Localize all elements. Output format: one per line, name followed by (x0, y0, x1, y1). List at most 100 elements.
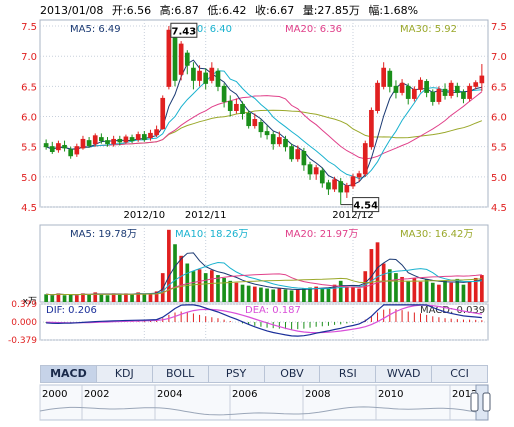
volume-bar (351, 287, 355, 302)
candle-body (277, 137, 282, 145)
ma10-line (45, 70, 482, 180)
volume-bar (449, 282, 454, 302)
candle-body (338, 181, 344, 193)
volume-bar (50, 295, 55, 302)
navigator-right-handle[interactable] (482, 392, 491, 412)
candle-body (473, 82, 479, 87)
candle-body (172, 37, 178, 81)
macd-y-tick: -0.379 (8, 336, 37, 346)
volume-bar (461, 284, 466, 302)
volume-bar (160, 273, 165, 302)
candle-body (191, 67, 196, 81)
price-y-tick-left: 7.5 (21, 22, 37, 33)
vol-ma30-line (46, 277, 482, 296)
candle-body (123, 136, 129, 143)
volume-bar (111, 293, 116, 302)
candle-body (203, 72, 209, 84)
volume-ma-legend: MA30: 16.42万 (400, 229, 473, 240)
candle-body (154, 129, 159, 136)
candle-body (393, 85, 399, 93)
volume-bar (467, 281, 472, 302)
tab-obv[interactable]: OBV (265, 366, 321, 382)
volume-bar (154, 291, 159, 302)
volume-bar (167, 229, 171, 302)
tab-psy[interactable]: PSY (209, 366, 265, 382)
volume-bar (332, 284, 337, 302)
candle-body (49, 146, 55, 153)
volume-bar (259, 287, 263, 302)
price-y-tick-left: 7.0 (21, 52, 37, 63)
volume-bar (74, 295, 79, 302)
candle-body (448, 82, 454, 96)
navigator-left-handle[interactable] (470, 392, 479, 412)
candle-body (344, 185, 350, 193)
candle-body (479, 75, 485, 84)
tab-cci[interactable]: CCI (450, 367, 469, 380)
volume-bar (265, 288, 269, 302)
candle-body (117, 138, 123, 143)
candle-body (418, 79, 423, 90)
candle-body (350, 176, 356, 187)
volume-bar (246, 285, 251, 302)
volume-bar (185, 263, 190, 302)
dif-line (46, 304, 482, 337)
candle-body (442, 88, 448, 96)
volume-bar (283, 289, 288, 302)
volume-bar (179, 255, 183, 302)
price-ma-legend: MA5: 6.49 (70, 24, 121, 35)
candle-body (197, 70, 202, 81)
candle-body (160, 97, 166, 130)
volume-bar (124, 293, 128, 302)
tab-macd[interactable]: MACD (41, 366, 97, 382)
candle-body (74, 146, 80, 155)
volume-bar (302, 288, 306, 302)
volume-bar (197, 269, 202, 302)
volume-ma-legend: MA10: 18.26万 (175, 229, 248, 240)
volume-bar (117, 294, 122, 302)
candle-body (111, 138, 116, 145)
candle-body (375, 82, 380, 111)
quote-high: 高:6.87 (159, 4, 199, 17)
volume-bar (44, 294, 48, 302)
tab-boll[interactable]: BOLL (153, 366, 209, 382)
price-y-tick-left: 6.5 (21, 82, 37, 93)
navigator-history-line (39, 406, 489, 416)
candle-body (283, 138, 288, 148)
candle-body (289, 146, 294, 160)
volume-ma-legend: MA20: 21.97万 (285, 229, 358, 240)
candle-body (148, 132, 153, 139)
volume-bar (375, 242, 380, 302)
volume-bar (62, 295, 67, 302)
candle-body (356, 173, 362, 178)
volume-bar (252, 286, 257, 302)
volume-unit-label: x万 (23, 297, 37, 307)
tab-rsi[interactable]: RSI (320, 366, 377, 382)
volume-bar (387, 269, 392, 302)
navigator-year-label: 2012 (452, 389, 477, 400)
volume-bar (338, 280, 343, 302)
candle-body (301, 151, 307, 166)
max-callout-box (170, 22, 198, 38)
volume-bar (320, 288, 325, 302)
navigator-year-label: 2002 (84, 389, 109, 400)
tab-kdj[interactable]: KDJ (97, 366, 153, 382)
quote-change: 幅:1.68% (368, 4, 419, 17)
tab-wvad[interactable]: WVAD (376, 366, 433, 382)
navigator-year-label: 2004 (157, 389, 182, 400)
price-y-tick-right: 6.5 (491, 82, 507, 93)
volume-bar (81, 293, 85, 302)
price-y-tick-right: 7.5 (491, 22, 507, 33)
volume-bar (412, 277, 417, 302)
volume-bar (369, 249, 374, 302)
volume-bar (105, 295, 110, 302)
candle-body (399, 82, 405, 93)
price-y-tick-left: 5.5 (21, 143, 37, 154)
volume-bar (443, 280, 447, 302)
price-y-tick-right: 5.0 (491, 173, 507, 184)
candle-body (313, 167, 319, 175)
candle-body (381, 67, 387, 87)
volume-bar (99, 294, 104, 302)
price-panel-frame (39, 19, 489, 208)
macd-y-tick: 0.379 (11, 300, 37, 310)
